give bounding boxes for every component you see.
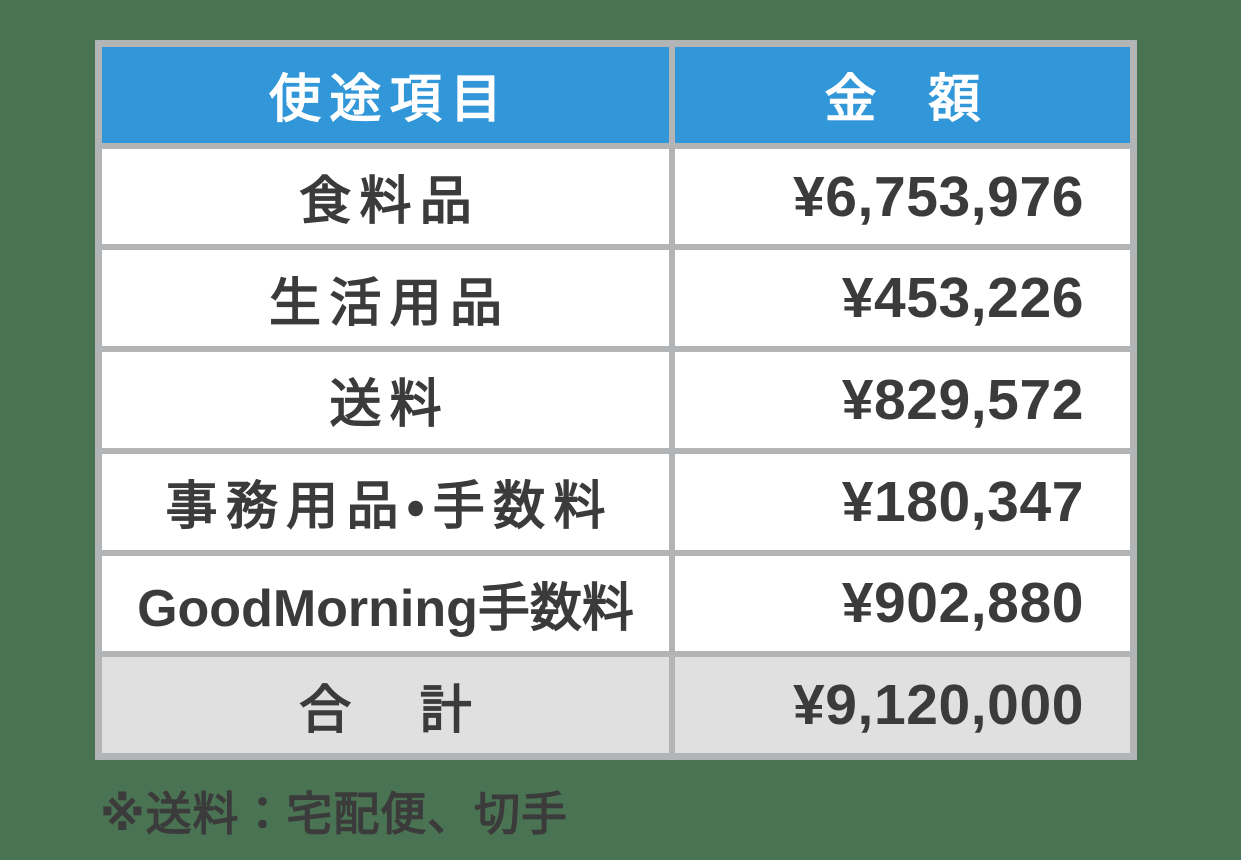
row-shipping-amount-cell: ¥829,572	[675, 352, 1130, 448]
total-amount-cell: ¥9,120,000	[675, 657, 1130, 753]
expense-table: 使途項目 金 額 食料品 ¥6,753,976 生活用品 ¥453,226 送料…	[95, 40, 1137, 760]
row-food-item-cell: 食料品	[102, 148, 669, 245]
shipping-footnote: ※送料：宅配便、切手	[100, 788, 568, 840]
column-header-item: 使途項目	[102, 47, 669, 143]
row-shipping-item-cell: 送料	[102, 352, 669, 448]
row-goodmorning-fee-item-cell: GoodMorning手数料	[102, 555, 669, 652]
row-daily-goods-item-cell: 生活用品	[102, 250, 669, 347]
row-food-amount-cell: ¥6,753,976	[675, 148, 1130, 245]
total-label-cell: 合 計	[102, 657, 669, 753]
row-office-fees-amount-cell: ¥180,347	[675, 453, 1130, 550]
column-header-amount: 金 額	[675, 47, 1130, 143]
row-office-fees-item-cell: 事務用品・手数料	[102, 453, 669, 550]
row-daily-goods-amount-cell: ¥453,226	[675, 250, 1130, 347]
row-goodmorning-fee-amount-cell: ¥902,880	[675, 555, 1130, 652]
